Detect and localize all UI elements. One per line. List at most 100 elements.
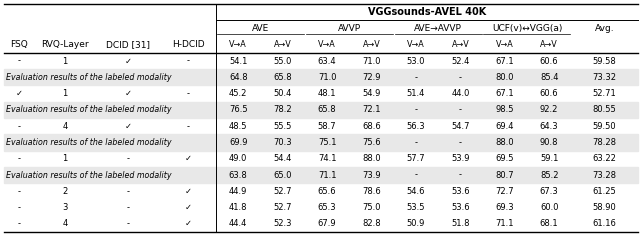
Text: 58.7: 58.7 (317, 122, 337, 131)
Text: 52.3: 52.3 (273, 219, 292, 228)
Text: 63.8: 63.8 (229, 170, 248, 180)
Text: 55.5: 55.5 (273, 122, 292, 131)
Text: 73.28: 73.28 (593, 170, 617, 180)
Text: 88.0: 88.0 (495, 138, 514, 147)
Text: 75.0: 75.0 (362, 203, 381, 212)
Text: 69.4: 69.4 (495, 122, 514, 131)
Text: 69.9: 69.9 (229, 138, 248, 147)
Text: 58.90: 58.90 (593, 203, 616, 212)
Text: AVVP: AVVP (338, 24, 361, 33)
Text: H-DCID: H-DCID (172, 40, 205, 49)
Text: 1: 1 (62, 56, 68, 66)
Text: ✓: ✓ (185, 187, 192, 196)
Text: 78.28: 78.28 (593, 138, 617, 147)
Text: -: - (414, 105, 417, 114)
Text: 85.4: 85.4 (540, 73, 559, 82)
Text: 1: 1 (62, 154, 68, 163)
Bar (4, 134, 638, 151)
Text: AVE→AVVP: AVE→AVVP (414, 24, 462, 33)
Text: 71.0: 71.0 (362, 56, 381, 66)
Text: 69.5: 69.5 (495, 154, 514, 163)
Text: 53.6: 53.6 (451, 203, 470, 212)
Text: A→V: A→V (451, 40, 469, 49)
Text: 53.0: 53.0 (406, 56, 425, 66)
Text: 2: 2 (62, 187, 68, 196)
Text: 57.7: 57.7 (406, 154, 425, 163)
Text: AVE: AVE (252, 24, 269, 33)
Text: -: - (414, 170, 417, 180)
Text: A→V: A→V (274, 40, 291, 49)
Text: -: - (17, 203, 20, 212)
Text: 56.3: 56.3 (406, 122, 425, 131)
Text: 72.1: 72.1 (362, 105, 381, 114)
Text: 1: 1 (62, 89, 68, 98)
Text: -: - (17, 122, 20, 131)
Text: 41.8: 41.8 (229, 203, 248, 212)
Text: 70.3: 70.3 (273, 138, 292, 147)
Text: 73.9: 73.9 (362, 170, 381, 180)
Text: 71.0: 71.0 (318, 73, 336, 82)
Text: ✓: ✓ (185, 154, 192, 163)
Text: A→V: A→V (540, 40, 558, 49)
Text: -: - (127, 154, 130, 163)
Text: 73.32: 73.32 (593, 73, 617, 82)
Text: 90.8: 90.8 (540, 138, 559, 147)
Text: 59.1: 59.1 (540, 154, 558, 163)
Text: 61.16: 61.16 (593, 219, 616, 228)
Text: V→A: V→A (229, 40, 247, 49)
Text: 80.55: 80.55 (593, 105, 616, 114)
Text: 78.2: 78.2 (273, 105, 292, 114)
Text: 48.1: 48.1 (318, 89, 336, 98)
Text: 54.7: 54.7 (451, 122, 470, 131)
Text: -: - (127, 219, 130, 228)
Text: 67.1: 67.1 (495, 89, 514, 98)
Text: ✓: ✓ (125, 56, 132, 66)
Text: Evaluation results of the labeled modality: Evaluation results of the labeled modali… (6, 105, 172, 114)
Text: 60.0: 60.0 (540, 203, 559, 212)
Text: 75.6: 75.6 (362, 138, 381, 147)
Text: RVQ-Layer: RVQ-Layer (41, 40, 89, 49)
Text: Evaluation results of the labeled modality: Evaluation results of the labeled modali… (6, 170, 172, 180)
Text: 71.1: 71.1 (318, 170, 336, 180)
Text: DCID [31]: DCID [31] (106, 40, 150, 49)
Text: 4: 4 (62, 122, 68, 131)
Text: -: - (17, 154, 20, 163)
Text: -: - (187, 89, 190, 98)
Text: 51.8: 51.8 (451, 219, 470, 228)
Text: 53.5: 53.5 (406, 203, 425, 212)
Text: 4: 4 (62, 219, 68, 228)
Text: 54.1: 54.1 (229, 56, 248, 66)
Text: 3: 3 (62, 203, 68, 212)
Text: 48.5: 48.5 (229, 122, 248, 131)
Text: 82.8: 82.8 (362, 219, 381, 228)
Text: 52.7: 52.7 (273, 187, 292, 196)
Text: 54.6: 54.6 (406, 187, 425, 196)
Text: 60.6: 60.6 (540, 89, 559, 98)
Text: 68.6: 68.6 (362, 122, 381, 131)
Text: 72.9: 72.9 (362, 73, 381, 82)
Text: -: - (414, 73, 417, 82)
Text: 98.5: 98.5 (495, 105, 514, 114)
Text: 72.7: 72.7 (495, 187, 514, 196)
Text: ✓: ✓ (185, 219, 192, 228)
Text: A→V: A→V (363, 40, 380, 49)
Bar (4, 102, 638, 118)
Text: -: - (187, 56, 190, 66)
Text: FSQ: FSQ (10, 40, 28, 49)
Text: 60.6: 60.6 (540, 56, 559, 66)
Text: 53.6: 53.6 (451, 187, 470, 196)
Text: 53.9: 53.9 (451, 154, 470, 163)
Text: -: - (17, 187, 20, 196)
Text: 64.8: 64.8 (229, 73, 248, 82)
Text: 80.0: 80.0 (495, 73, 514, 82)
Text: ✓: ✓ (185, 203, 192, 212)
Text: -: - (187, 122, 190, 131)
Text: V→A: V→A (318, 40, 336, 49)
Bar (4, 167, 638, 183)
Text: 54.4: 54.4 (273, 154, 292, 163)
Text: 69.3: 69.3 (495, 203, 514, 212)
Text: 59.50: 59.50 (593, 122, 616, 131)
Text: -: - (459, 105, 462, 114)
Text: 67.1: 67.1 (495, 56, 514, 66)
Text: 61.25: 61.25 (593, 187, 616, 196)
